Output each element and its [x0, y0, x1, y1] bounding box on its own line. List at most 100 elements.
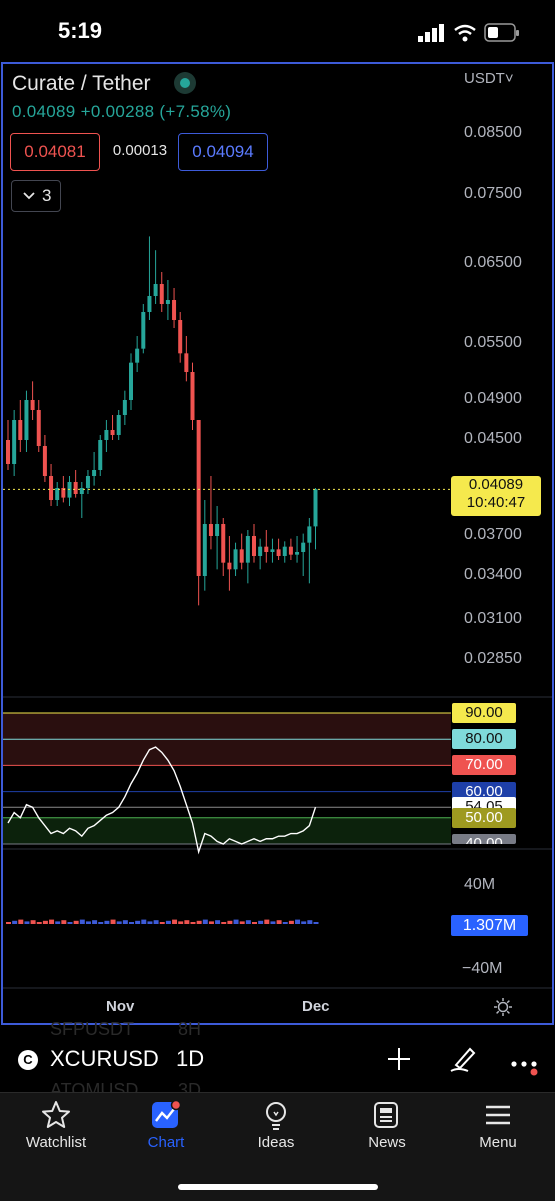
- header-change: +0.00288: [80, 102, 155, 121]
- nav-menu-label: Menu: [479, 1134, 517, 1151]
- volume-bar: [110, 919, 116, 924]
- volume-bar: [252, 922, 257, 924]
- volume-bar: [295, 919, 301, 924]
- more-options-icon[interactable]: [510, 1048, 538, 1076]
- candle-body: [18, 420, 23, 440]
- volume-bar: [79, 919, 85, 924]
- candle-body: [147, 296, 152, 312]
- candle-body: [301, 542, 306, 552]
- chart-settings-icon[interactable]: [493, 997, 513, 1017]
- symbol-selector[interactable]: XCURUSD: [50, 1046, 159, 1071]
- volume-bar: [73, 920, 79, 924]
- volume-bar: [116, 921, 122, 924]
- candle-body: [110, 430, 115, 435]
- candle-body: [98, 440, 103, 470]
- volume-bar: [264, 919, 270, 924]
- rsi-level-badge: 60.00: [452, 781, 516, 802]
- status-bar: 5:19: [0, 0, 555, 60]
- price-tick-label: 0.07500: [464, 185, 522, 202]
- nav-watchlist-label: Watchlist: [25, 1134, 87, 1151]
- volume-bar: [98, 922, 104, 924]
- candle-body: [184, 353, 189, 372]
- candle-body: [159, 284, 164, 304]
- volume-bar: [172, 919, 178, 924]
- chart-canvas[interactable]: [0, 0, 555, 1025]
- volume-bar: [67, 922, 73, 924]
- volume-bar: [129, 922, 134, 924]
- lightbulb-icon: [266, 1102, 286, 1130]
- volume-bar: [147, 921, 153, 924]
- candle-body: [116, 415, 121, 435]
- price-change: 0.04089 +0.00288 (+7.58%): [12, 102, 231, 122]
- indicator-count: 3: [42, 186, 52, 205]
- candle-body: [135, 348, 140, 363]
- rsi-level-badge: 50.00: [452, 807, 516, 828]
- volume-bar: [184, 920, 190, 924]
- volume-bar: [12, 920, 18, 924]
- nav-menu[interactable]: Menu: [453, 1100, 543, 1160]
- bottom-navigation: [0, 1092, 555, 1201]
- candle-body: [190, 372, 195, 420]
- last-price-label: 0.04089 10:40:47: [451, 476, 541, 516]
- volume-bar: [282, 922, 288, 924]
- volume-bar: [215, 920, 221, 924]
- volume-bar: [307, 920, 313, 924]
- candle-body: [233, 549, 238, 570]
- currency-label: USDT: [464, 70, 505, 87]
- volume-bar: [24, 921, 30, 924]
- candle-body: [208, 524, 213, 536]
- price-tick-label: 0.04500: [464, 430, 522, 447]
- rsi-level-badge: 70.00: [452, 755, 516, 776]
- nav-chart[interactable]: Chart: [121, 1100, 211, 1160]
- volume-bar: [227, 920, 233, 924]
- volume-bar: [61, 920, 67, 924]
- news-icon: [374, 1102, 398, 1128]
- candle-body: [6, 440, 10, 464]
- pair-title[interactable]: Curate / Tether: [12, 72, 151, 95]
- symbol-logo-icon: C: [18, 1050, 38, 1070]
- candle-body: [227, 562, 232, 570]
- price-tick-label: 0.04900: [464, 390, 522, 407]
- symbol-logo-letter: C: [23, 1052, 33, 1067]
- candle-body: [30, 400, 35, 410]
- sell-button[interactable]: 0.04081: [10, 133, 100, 171]
- nav-ideas[interactable]: Ideas: [231, 1100, 321, 1160]
- volume-bar: [49, 919, 55, 924]
- volume-bar: [239, 921, 245, 924]
- volume-bar: [258, 920, 264, 924]
- candle-body: [129, 362, 133, 400]
- candle-body: [85, 476, 90, 488]
- candle-body: [288, 546, 293, 555]
- candle-body: [202, 524, 207, 576]
- candle-body: [92, 470, 97, 476]
- volume-current-label: 1.307M: [451, 915, 528, 936]
- volume-bar: [18, 919, 24, 924]
- nav-chart-label: Chart: [147, 1134, 185, 1151]
- volume-bar: [313, 922, 319, 924]
- price-tick-label: 0.03700: [464, 526, 522, 543]
- candle-body: [313, 489, 318, 527]
- interval-selector[interactable]: 1D: [176, 1046, 205, 1071]
- currency-selector[interactable]: USDT˅: [464, 70, 514, 87]
- candle-body: [221, 524, 226, 563]
- nav-watchlist[interactable]: Watchlist: [11, 1100, 101, 1160]
- menu-icon: [486, 1105, 510, 1125]
- rsi-level-badge: 40.00: [452, 834, 516, 844]
- last-price-value: 0.04089: [468, 476, 524, 493]
- time-axis-nov: Nov: [106, 998, 135, 1015]
- buy-button[interactable]: 0.04094: [178, 133, 268, 171]
- candle-body: [282, 546, 287, 556]
- volume-bar: [276, 920, 282, 924]
- drawing-tool-icon[interactable]: [448, 1043, 478, 1073]
- add-icon[interactable]: [386, 1046, 412, 1072]
- indicators-toggle-button[interactable]: 3: [11, 180, 61, 212]
- header-change-pct: (+7.58%): [159, 102, 232, 121]
- volume-axis-bottom: −40M: [462, 960, 503, 977]
- volume-bar: [190, 922, 196, 924]
- chart-icon: [152, 1100, 181, 1128]
- nav-news[interactable]: News: [342, 1100, 432, 1160]
- candle-body: [24, 400, 29, 440]
- candle-body: [61, 488, 66, 498]
- time-axis-dec: Dec: [302, 998, 330, 1015]
- chart-frame[interactable]: [1, 62, 554, 1025]
